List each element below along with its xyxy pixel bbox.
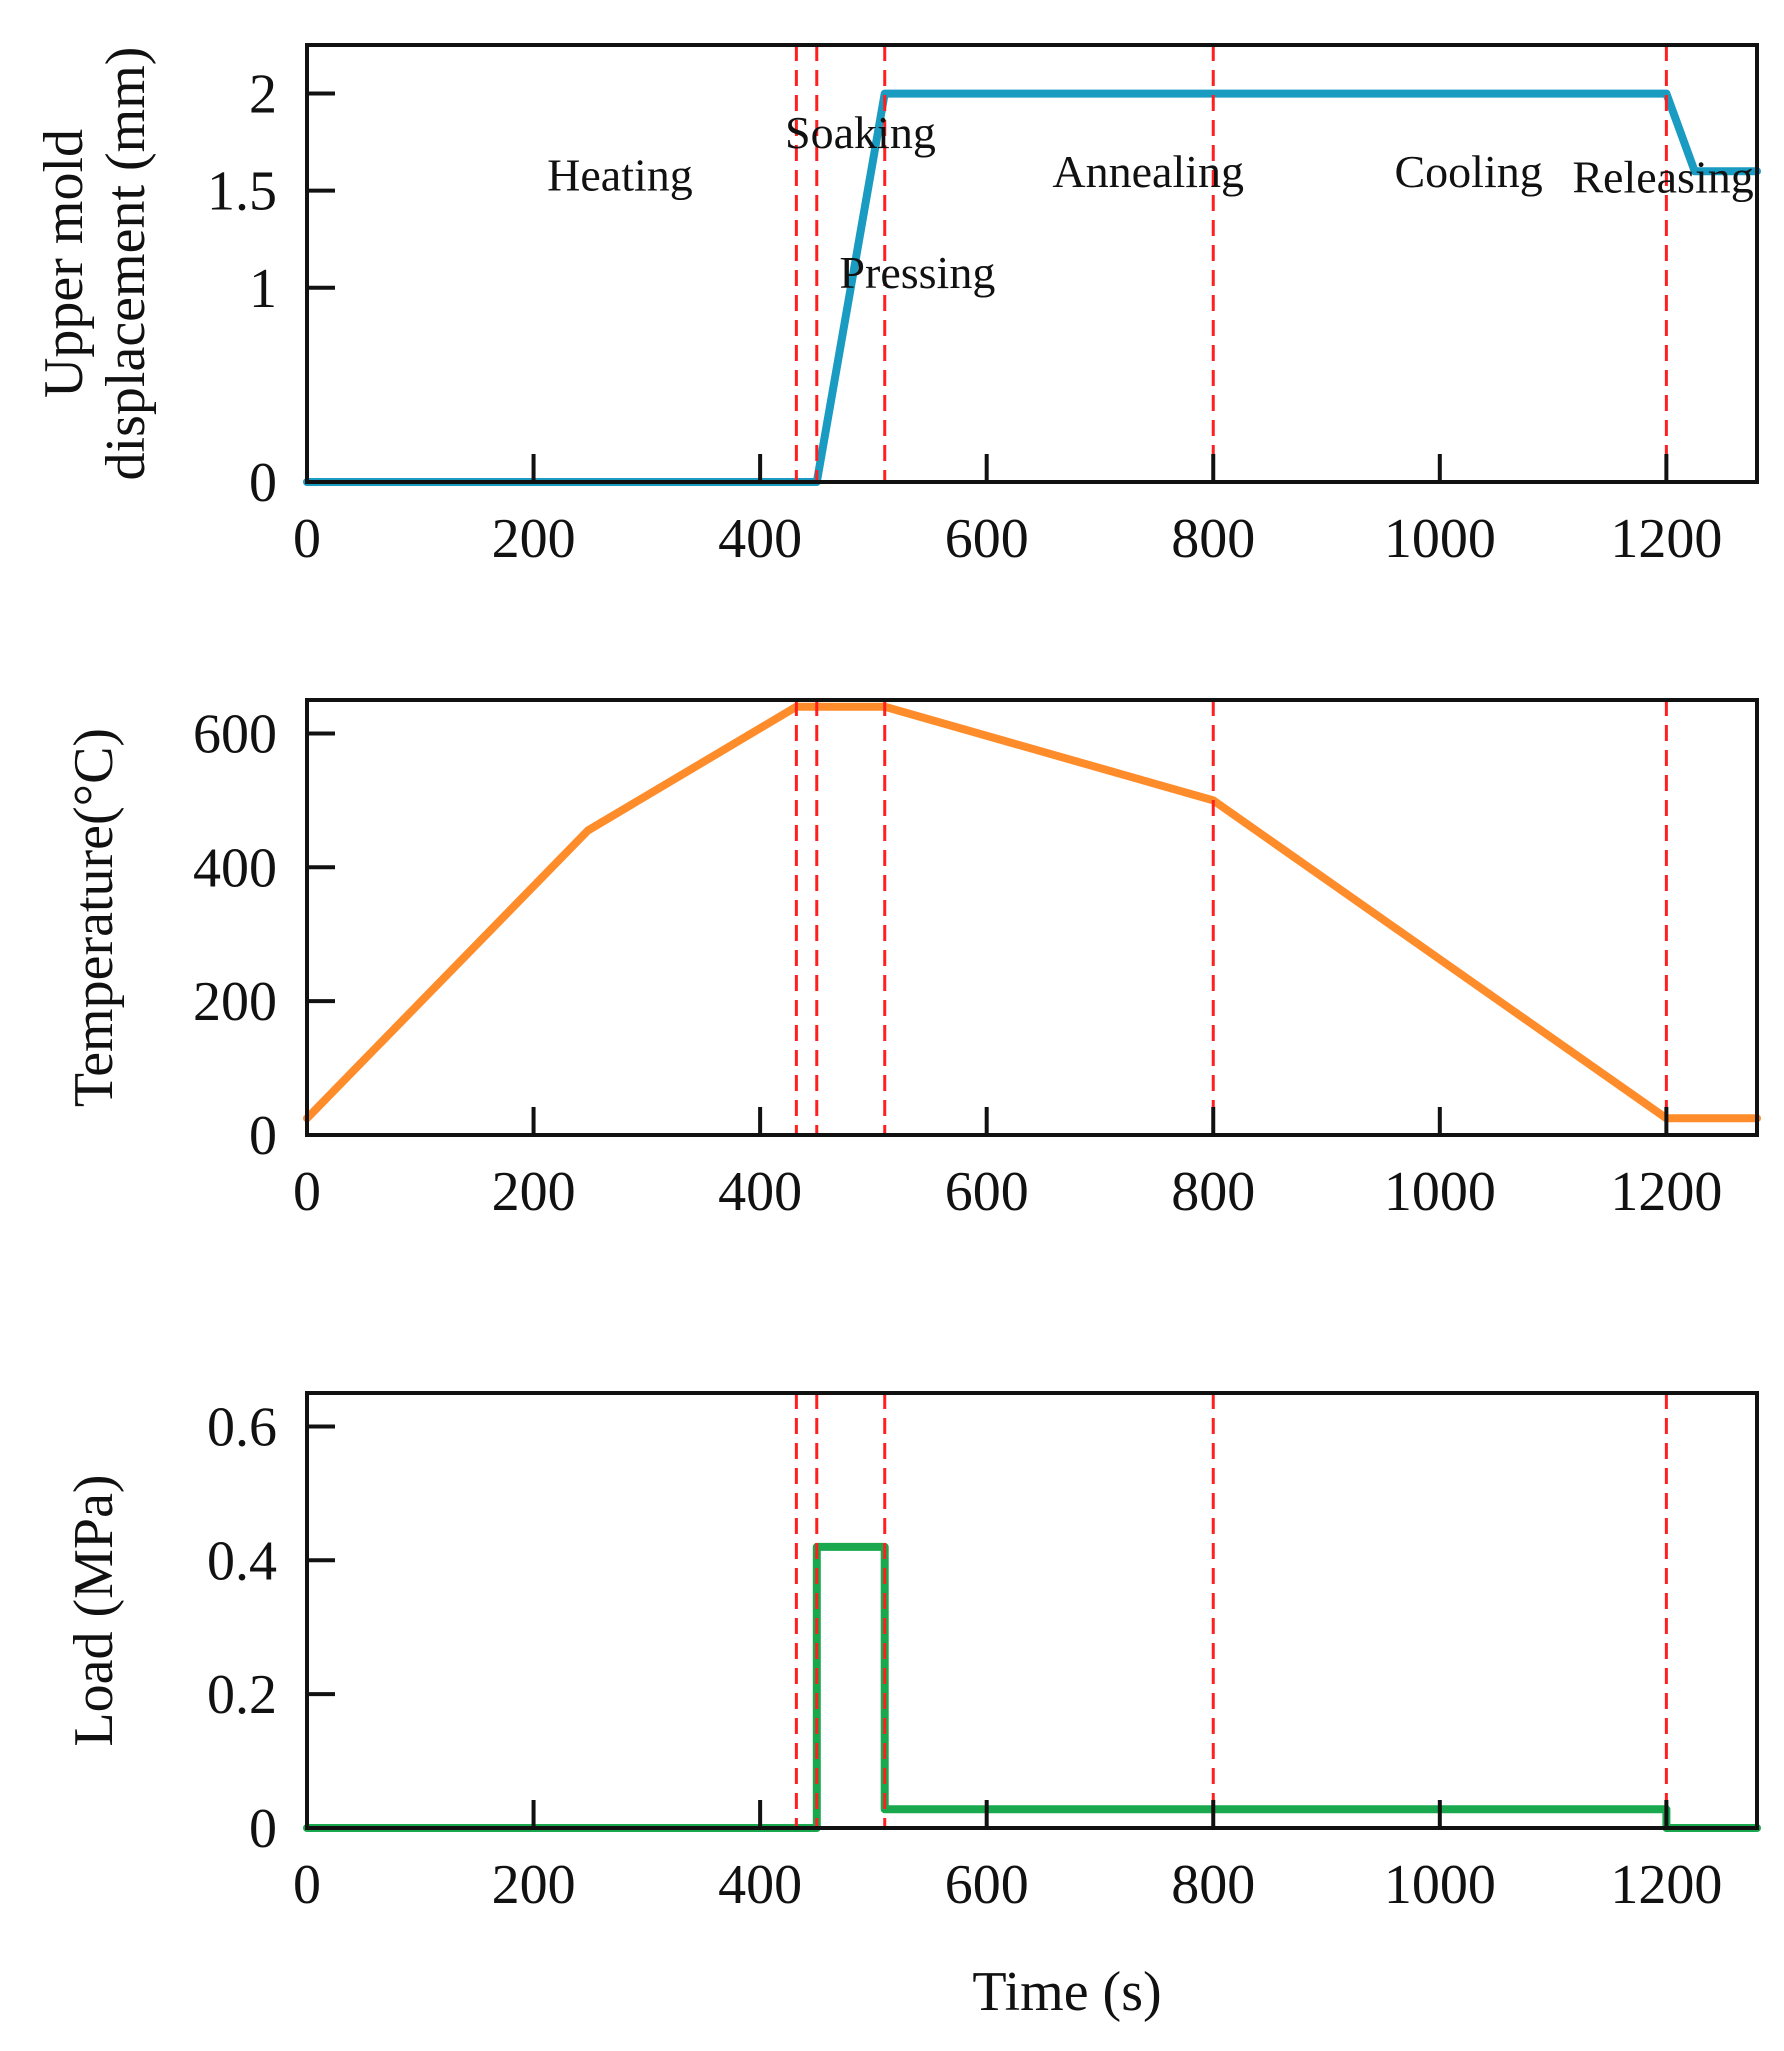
load-x-tick-label: 800 xyxy=(1171,1854,1255,1916)
load-x-tick-label: 1200 xyxy=(1610,1854,1722,1916)
phase-label-annealing: Annealing xyxy=(1052,146,1244,197)
load-y-tick-label: 0.6 xyxy=(207,1396,277,1458)
temperature-x-tick-label: 600 xyxy=(945,1161,1029,1223)
temperature-y-axis-title: Temperature(°C) xyxy=(63,728,125,1107)
displacement-x-tick-label: 600 xyxy=(945,508,1029,570)
displacement-x-tick-label: 800 xyxy=(1171,508,1255,570)
phase-label-pressing: Pressing xyxy=(839,247,995,298)
series-layer xyxy=(303,89,1761,1832)
text-layer: 0 200 400 600 800 1000 1200 0 1 1.5 2 Upper mold dis… xyxy=(33,47,1754,2023)
load-series-line xyxy=(303,1542,1761,1832)
displacement-x-tick-label: 1000 xyxy=(1384,508,1496,570)
temperature-x-tick-label: 800 xyxy=(1171,1161,1255,1223)
phase-label-soaking: Soaking xyxy=(785,107,936,158)
load-x-tick-label: 0 xyxy=(293,1854,321,1916)
temperature-x-tick-label: 1000 xyxy=(1384,1161,1496,1223)
temperature-y-tick-label: 0 xyxy=(249,1105,277,1167)
load-x-tick-label: 1000 xyxy=(1384,1854,1496,1916)
temperature-y-tick-label: 400 xyxy=(193,837,277,899)
temperature-series-line xyxy=(303,702,1761,1123)
phase-label-cooling: Cooling xyxy=(1395,146,1543,197)
load-y-tick-label: 0.4 xyxy=(207,1530,277,1592)
load-y-tick-label: 0.2 xyxy=(207,1664,277,1726)
displacement-x-tick-label: 400 xyxy=(718,508,802,570)
load-x-tick-label: 600 xyxy=(945,1854,1029,1916)
displacement-y-tick-label: 1.5 xyxy=(207,161,277,223)
temperature-x-tick-label: 200 xyxy=(492,1161,576,1223)
displacement-x-tick-label: 200 xyxy=(492,508,576,570)
temperature-x-tick-label: 1200 xyxy=(1610,1161,1722,1223)
temperature-x-tick-label: 0 xyxy=(293,1161,321,1223)
displacement-y-axis-title: displacement (mm) xyxy=(95,47,157,481)
temperature-y-tick-label: 600 xyxy=(193,703,277,765)
temperature-x-tick-label: 400 xyxy=(718,1161,802,1223)
displacement-x-tick-label: 0 xyxy=(293,508,321,570)
load-x-axis-title: Time (s) xyxy=(972,1961,1161,2023)
load-plot-frame xyxy=(305,1391,1759,1830)
displacement-y-tick-label: 1 xyxy=(249,258,277,320)
temperature-plot-frame xyxy=(305,698,1759,1137)
temperature-y-tick-label: 200 xyxy=(193,971,277,1033)
load-y-axis-title: Load (MPa) xyxy=(63,1474,125,1746)
phase-label-releasing: Releasing xyxy=(1572,152,1753,203)
displacement-y-tick-label: 0 xyxy=(249,452,277,514)
load-x-tick-label: 200 xyxy=(492,1854,576,1916)
displacement-x-tick-label: 1200 xyxy=(1610,508,1722,570)
axes-layer xyxy=(305,43,1759,1830)
phase-divider-layer xyxy=(794,45,1668,1828)
displacement-y-tick-label: 2 xyxy=(249,64,277,126)
displacement-plot-frame xyxy=(305,43,1759,484)
phase-label-heating: Heating xyxy=(547,150,693,201)
load-x-tick-label: 400 xyxy=(718,1854,802,1916)
displacement-y-axis-title: Upper mold xyxy=(33,129,95,398)
load-y-tick-label: 0 xyxy=(249,1798,277,1860)
